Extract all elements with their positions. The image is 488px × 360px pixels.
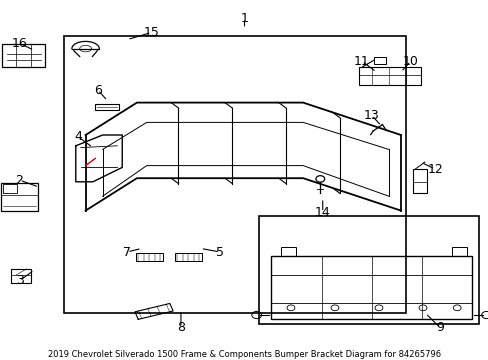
Text: 2: 2 — [16, 174, 23, 186]
Bar — [373, 57, 386, 64]
Text: 12: 12 — [427, 163, 442, 176]
Bar — [281, 247, 295, 256]
Bar — [135, 253, 162, 261]
Bar — [259, 216, 478, 324]
Text: 14: 14 — [314, 206, 330, 219]
Text: 5: 5 — [216, 246, 224, 258]
Text: 2019 Chevrolet Silverado 1500 Frame & Components Bumper Bracket Diagram for 8426: 2019 Chevrolet Silverado 1500 Frame & Co… — [48, 350, 440, 359]
Bar — [63, 36, 405, 313]
Bar — [359, 67, 420, 85]
Text: 7: 7 — [123, 246, 131, 258]
Text: 13: 13 — [363, 109, 379, 122]
Bar — [11, 269, 31, 283]
Bar — [1, 183, 38, 211]
Text: 3: 3 — [16, 274, 23, 287]
Text: 11: 11 — [353, 55, 369, 68]
Text: 1: 1 — [240, 12, 248, 24]
Bar — [175, 253, 201, 261]
Text: 16: 16 — [12, 37, 27, 50]
Text: 9: 9 — [435, 321, 443, 334]
Bar — [271, 256, 471, 319]
Text: 4: 4 — [74, 130, 82, 143]
Bar — [95, 104, 119, 110]
Bar — [451, 247, 466, 256]
Bar — [2, 44, 45, 67]
Bar — [412, 169, 426, 193]
Bar — [3, 184, 17, 193]
Text: 8: 8 — [177, 321, 184, 334]
Text: 6: 6 — [94, 84, 102, 96]
Text: 10: 10 — [402, 55, 418, 68]
Text: 15: 15 — [143, 26, 159, 39]
